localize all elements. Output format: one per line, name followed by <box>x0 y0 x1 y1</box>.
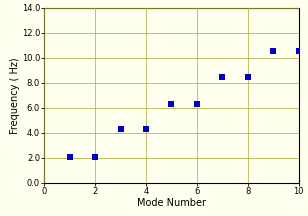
X-axis label: Mode Number: Mode Number <box>137 197 206 208</box>
Point <box>93 155 98 158</box>
Point <box>296 50 301 53</box>
Y-axis label: Frequency ( Hz): Frequency ( Hz) <box>10 57 20 134</box>
Point <box>169 102 174 106</box>
Point <box>194 102 199 106</box>
Point <box>118 127 123 131</box>
Point <box>245 75 250 78</box>
Point <box>67 155 72 158</box>
Point <box>220 75 225 78</box>
Point <box>144 127 148 131</box>
Point <box>271 50 276 53</box>
